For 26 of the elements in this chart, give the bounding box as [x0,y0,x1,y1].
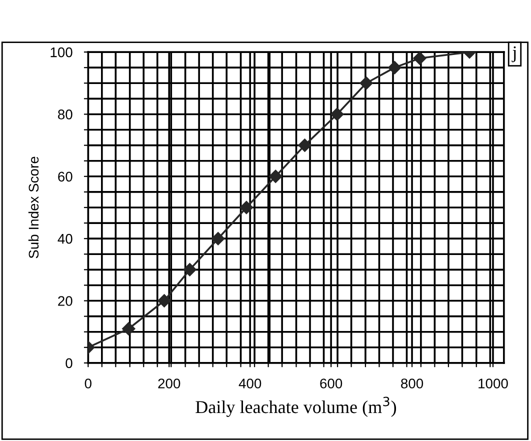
point [330,108,344,121]
point [212,232,225,246]
y-tick-label: 100 [50,47,72,58]
point [298,138,312,152]
x-tick-label: 400 [238,378,262,388]
y-axis-title: Sub Index Score [28,156,39,258]
x-tick-label: 1000 [478,378,508,388]
point [388,60,402,74]
x-tick-label: 0 [84,378,92,388]
point [183,263,196,276]
y-tick-label: 20 [58,296,72,306]
point [122,322,136,336]
y-tick-label: 80 [58,110,72,120]
point [269,170,282,183]
x-tick-label: 600 [320,378,342,388]
y-tick-label: 60 [58,172,72,182]
point [413,52,426,65]
point [360,76,373,90]
x-axis-title: Daily leachate volume (m$^{3}$) [196,396,396,417]
x-tick-label: 200 [158,378,180,388]
text: j [512,46,516,62]
y-tick-label: 40 [58,234,72,244]
point [158,294,171,308]
point [240,200,254,214]
x-tick-label: 800 [401,378,424,388]
y-tick-label: 0 [66,358,72,368]
